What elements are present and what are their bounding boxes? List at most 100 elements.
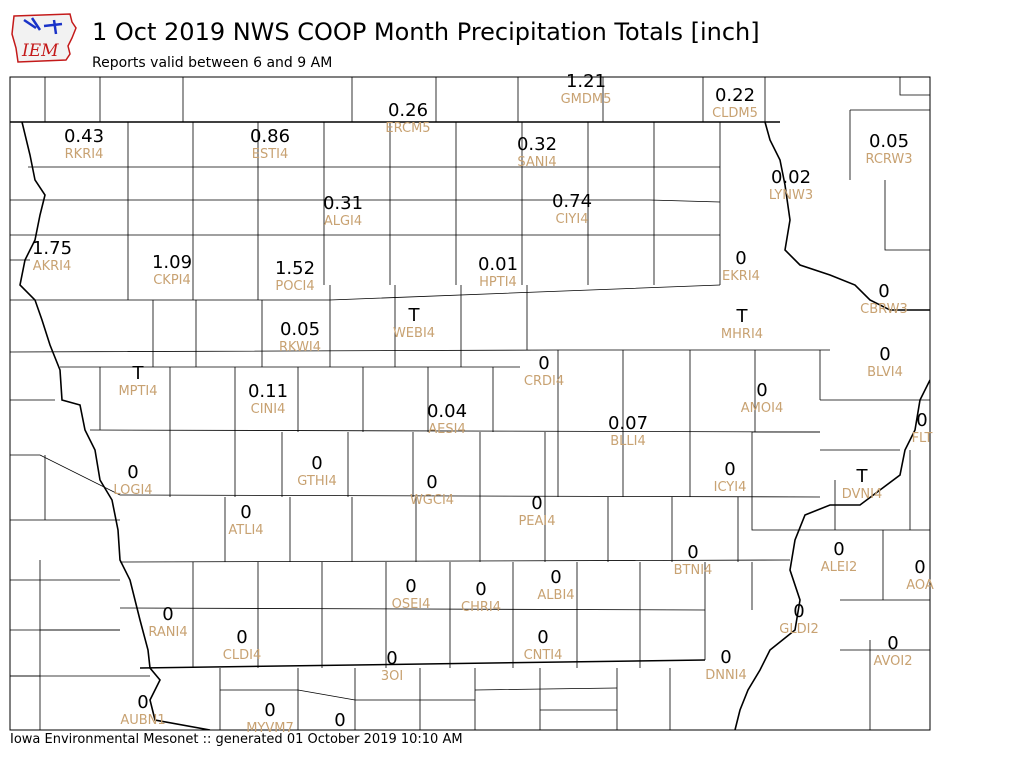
station-id-label: CLDM5 — [712, 106, 758, 121]
precip-value: 0.07 — [608, 413, 648, 434]
station-id-label: ALBI4 — [537, 588, 574, 603]
precip-value: 0 — [887, 633, 898, 654]
precip-value: T — [856, 466, 869, 487]
station-id-label: MPTI4 — [118, 384, 157, 399]
station-id-label: AKRI4 — [33, 259, 72, 274]
precip-value: 0 — [793, 601, 804, 622]
precip-value: 0.05 — [869, 131, 909, 152]
station-id-label: AMOI4 — [741, 401, 783, 416]
precip-value: 0 — [916, 410, 927, 431]
mississippi-river-south — [734, 379, 930, 730]
station-id-label: AESI4 — [428, 422, 465, 437]
precip-value: 0 — [405, 576, 416, 597]
station-id-label: ATLI4 — [228, 523, 263, 538]
precip-value: 0.74 — [552, 191, 592, 212]
station-id-label: SANI4 — [517, 155, 556, 170]
river-boundaries — [19, 121, 930, 730]
station-id-label: CIYI4 — [556, 212, 589, 227]
precip-value: 0 — [162, 604, 173, 625]
precip-value: 0 — [334, 710, 345, 731]
station-id-label: AVOI2 — [873, 654, 912, 669]
mississippi-river-north — [764, 121, 930, 311]
station-id-label: LYNW3 — [769, 188, 813, 203]
county-boundaries — [10, 77, 930, 730]
precip-value: 0 — [538, 353, 549, 374]
station-id-label: ALGI4 — [324, 214, 362, 229]
station-id-label: EKRI4 — [722, 269, 760, 284]
precip-value: 0 — [386, 648, 397, 669]
station-id-label: ESTI4 — [252, 147, 289, 162]
station-id-label: GMDM5 — [561, 92, 612, 107]
precip-value: 0.86 — [250, 126, 290, 147]
precip-value: 0 — [878, 281, 889, 302]
precip-value: 0 — [724, 459, 735, 480]
station-id-label: AOA — [906, 578, 934, 593]
precip-value: 0.22 — [715, 85, 755, 106]
precip-value: 0 — [127, 462, 138, 483]
precip-value: 0.26 — [388, 100, 428, 121]
footer-credit: Iowa Environmental Mesonet :: generated … — [10, 732, 463, 747]
precip-value: T — [736, 306, 749, 327]
precip-value: 0.43 — [64, 126, 104, 147]
precip-value: 0.02 — [771, 167, 811, 188]
precip-value: 0.32 — [517, 134, 557, 155]
precip-value: 0 — [236, 627, 247, 648]
station-id-label: WGCI4 — [410, 493, 454, 508]
precip-value: 0 — [720, 647, 731, 668]
station-id-label: FLT — [912, 431, 933, 446]
station-id-label: CINI4 — [251, 402, 286, 417]
precip-value: 0 — [311, 453, 322, 474]
precip-value: 0 — [756, 380, 767, 401]
iowa-outline-logo: IEM — [11, 13, 77, 63]
station-id-label: BLVI4 — [867, 365, 903, 380]
precip-value: 0 — [735, 248, 746, 269]
station-id-label: MYVM7 — [246, 721, 294, 736]
station-id-label: PEAI4 — [518, 514, 555, 529]
station-id-label: GTHI4 — [297, 474, 336, 489]
station-id-label: DNNI4 — [705, 668, 747, 683]
precip-value: 0 — [240, 502, 251, 523]
station-id-label: RKRI4 — [65, 147, 104, 162]
station-id-label: 3OI — [381, 669, 403, 684]
precip-value: 1.21 — [566, 71, 606, 92]
station-id-label: LOGI4 — [113, 483, 152, 498]
precip-value: 0.01 — [478, 254, 518, 275]
precip-value: 0 — [475, 579, 486, 600]
precip-value: 0 — [264, 700, 275, 721]
station-id-label: DVNI4 — [842, 487, 883, 502]
station-id-label: CNTI4 — [524, 648, 563, 663]
station-id-label: RCRW3 — [865, 152, 912, 167]
precip-value: 0 — [537, 627, 548, 648]
station-id-label: CHRI4 — [461, 600, 501, 615]
station-id-label: CRDI4 — [524, 374, 564, 389]
